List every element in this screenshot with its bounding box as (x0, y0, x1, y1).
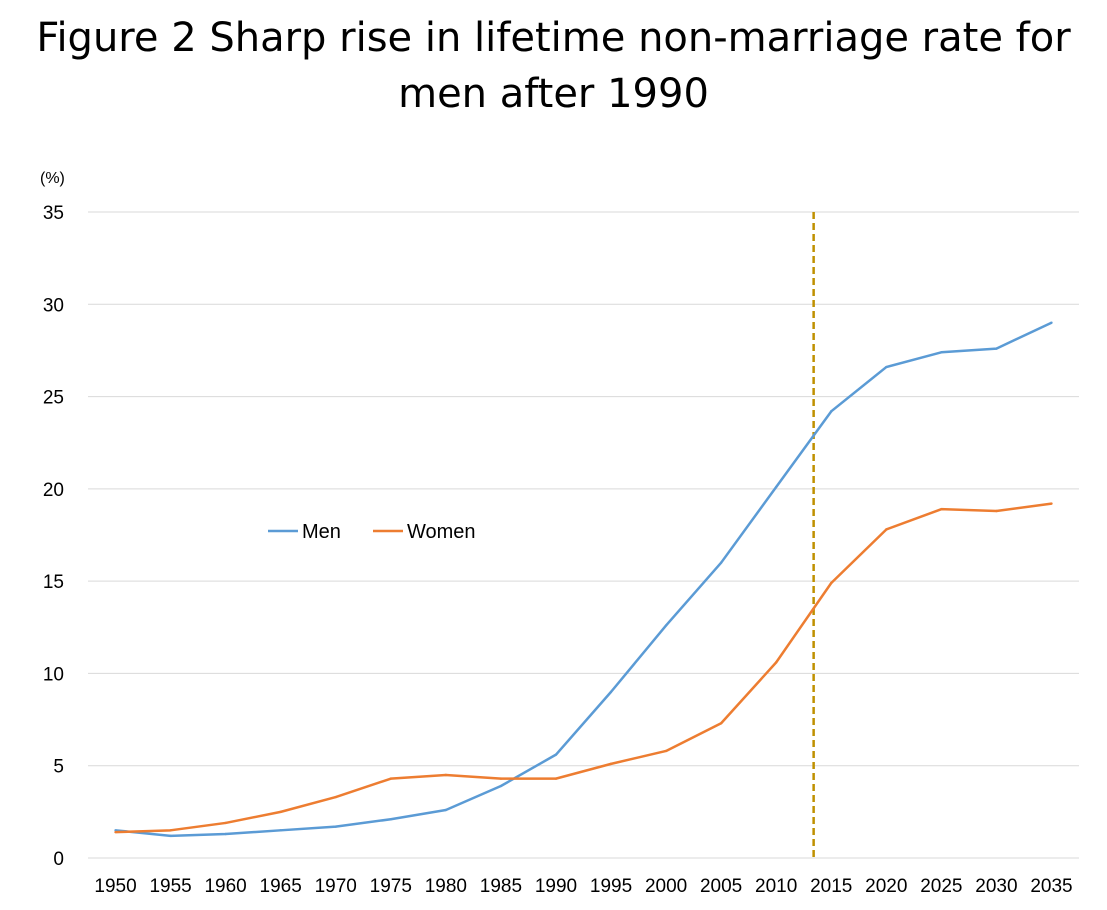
data-point-women (719, 722, 723, 725)
x-tick-label: 2005 (700, 876, 742, 897)
y-axis-unit-label: (%) (40, 170, 65, 187)
data-point-women (885, 528, 888, 531)
data-point-men (995, 347, 998, 350)
y-tick-label: 20 (43, 480, 64, 501)
series-lines (114, 321, 1053, 838)
y-tick-label: 25 (43, 388, 64, 409)
y-tick-label: 5 (53, 757, 64, 778)
data-point-men (224, 832, 227, 836)
data-point-women (940, 507, 943, 511)
data-point-women (554, 777, 558, 780)
data-point-women (114, 830, 117, 834)
x-tick-label: 1975 (370, 876, 412, 897)
legend-label-women: Women (407, 521, 476, 543)
data-point-men (169, 834, 172, 838)
data-point-men (389, 818, 393, 821)
data-point-women (279, 810, 282, 814)
y-tick-label: 35 (43, 203, 64, 224)
data-point-men (940, 351, 943, 354)
y-axis-tick-labels: 0 5 10 15 20 25 30 35 (43, 203, 64, 870)
gridlines (88, 211, 1079, 859)
data-point-women (774, 661, 778, 664)
x-tick-label: 1955 (149, 876, 191, 897)
data-point-men (830, 410, 833, 413)
series-line-men (115, 321, 1053, 838)
data-point-men (499, 784, 503, 788)
data-point-men (279, 829, 282, 832)
y-tick-label: 0 (53, 849, 64, 870)
data-point-men (719, 561, 723, 564)
y-tick-label: 15 (43, 572, 64, 593)
data-point-women (224, 821, 227, 825)
data-point-men (334, 825, 337, 828)
data-point-women (169, 829, 172, 832)
data-point-men (609, 690, 613, 694)
x-tick-label: 1965 (260, 876, 302, 897)
x-tick-label: 2035 (1030, 876, 1072, 897)
x-axis-tick-labels: 1950 1955 1960 1965 1970 1975 1980 1985 1990 1995… (94, 876, 1072, 897)
data-point-women (830, 581, 833, 585)
y-tick-label: 30 (43, 295, 64, 316)
x-tick-label: 2000 (645, 876, 687, 897)
data-point-men (1050, 321, 1053, 324)
x-tick-label: 2025 (920, 876, 962, 897)
x-tick-label: 1950 (94, 876, 136, 897)
x-tick-label: 2030 (975, 876, 1017, 897)
x-tick-label: 1970 (315, 876, 357, 897)
x-tick-label: 2015 (810, 876, 852, 897)
legend-label-men: Men (302, 521, 341, 543)
chart-title: Figure 2 Sharp rise in lifetime non-marr… (0, 10, 1107, 122)
data-point-women (1050, 502, 1053, 505)
data-point-women (499, 777, 503, 780)
x-tick-label: 2010 (755, 876, 797, 897)
legend: Men Women (268, 521, 476, 543)
data-point-men (664, 624, 668, 627)
x-tick-label: 1980 (425, 876, 467, 897)
data-point-women (334, 795, 337, 799)
data-point-men (885, 365, 888, 369)
data-point-men (554, 753, 558, 756)
chart-title-line1: Figure 2 Sharp rise in lifetime non-marr… (36, 15, 1071, 61)
series-line-women (115, 502, 1052, 834)
data-point-men (774, 485, 778, 489)
x-tick-label: 1990 (535, 876, 577, 897)
x-tick-label: 1985 (480, 876, 522, 897)
chart-title-line2: men after 1990 (398, 71, 709, 117)
data-point-women (995, 509, 998, 513)
data-point-men (444, 808, 448, 812)
data-point-women (389, 777, 393, 780)
data-point-women (609, 762, 613, 766)
x-tick-label: 1995 (590, 876, 632, 897)
x-tick-label: 2020 (865, 876, 907, 897)
x-tick-label: 1960 (204, 876, 246, 897)
y-tick-label: 10 (43, 664, 64, 685)
data-point-women (664, 749, 668, 753)
data-point-women (444, 773, 448, 777)
